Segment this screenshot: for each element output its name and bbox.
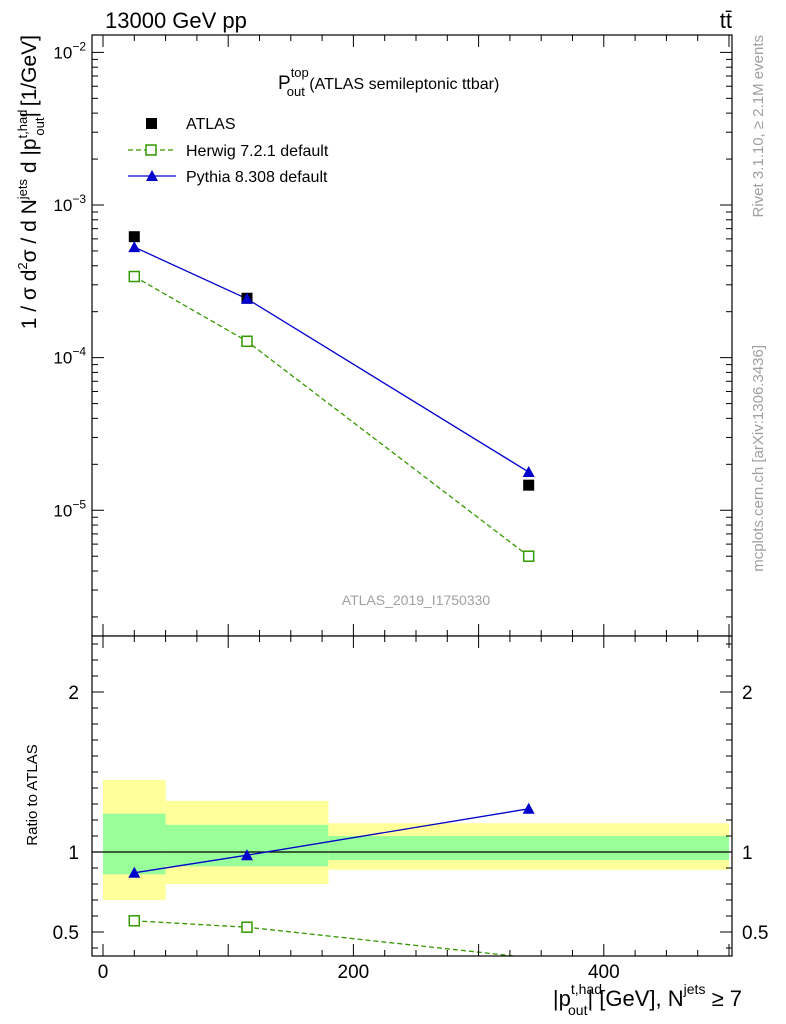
pythia-point [240, 292, 253, 304]
main-y-tick-label-exp: −4 [72, 345, 86, 359]
main-title-rest: (ATLAS semileptonic ttbar) [305, 76, 499, 93]
ratio-y-tick-label: 1 [68, 843, 79, 864]
main-title: Ptop out (ATLAS semileptonic ttbar) [278, 65, 499, 99]
main-y-tick-label-base: 10 [53, 196, 72, 215]
main-y-tick-label-base: 10 [53, 349, 72, 368]
main-y-tick-label-base: 10 [53, 501, 72, 520]
ratio-series-layer [128, 802, 535, 956]
main-title-base: P [278, 73, 291, 94]
ratio-pythia-point [128, 866, 141, 878]
ratio-y-tick-label-right: 2 [742, 683, 753, 704]
atlas-point [128, 231, 140, 243]
ratio-y-axis-label: Ratio to ATLAS [24, 744, 41, 845]
legend-atlas-label: ATLAS [186, 116, 236, 133]
ratio-series-clipped [128, 802, 535, 956]
main-y-tick-label-exp: −5 [72, 497, 86, 511]
main-y-tick-label: 10−4 [53, 345, 86, 368]
herwig-point [522, 550, 535, 562]
ratio-herwig-point [241, 921, 253, 933]
herwig-point [241, 335, 253, 348]
pythia-point [128, 241, 141, 253]
main-y-tick-label-base: 10 [53, 43, 72, 62]
main-plot-area [92, 35, 732, 636]
main-y-tick-label: 10−5 [53, 497, 86, 520]
ratio-y-tick-label-right: 1 [742, 843, 753, 864]
legend: ATLAS Herwig 7.2.1 default Pythia 8.308 … [128, 116, 329, 186]
pythia-point [522, 466, 535, 478]
ratio-y-tick-label: 2 [68, 683, 79, 704]
herwig-point [128, 270, 141, 283]
ratio-plot-background [92, 636, 732, 956]
ratio-x-axis-label: |pt,had out| [GeV], Njets ≥ 7 [553, 981, 742, 1018]
ratio-inner-band [328, 836, 729, 860]
atlas-point [523, 479, 535, 491]
ratio-inner-band [103, 813, 166, 875]
legend-atlas-marker [146, 118, 157, 129]
ratio-herwig-point [128, 915, 141, 927]
main-y-tick-label: 10−3 [53, 192, 86, 215]
process-label: tt̄ [720, 8, 732, 33]
main-y-tick-label-exp: −2 [72, 39, 86, 53]
legend-pythia-marker [146, 170, 158, 181]
ratio-frame [91, 635, 733, 957]
ratio-pythia-point [522, 802, 535, 814]
main-title-sub: out [287, 84, 305, 99]
ratio-y-tick-label: 0.5 [53, 923, 79, 944]
mcplots-label: mcplots.cern.ch [arXiv:1306.3436] [750, 345, 767, 572]
legend-pythia-label: Pythia 8.308 default [186, 169, 328, 186]
main-y-tick-label: 10−2 [53, 39, 86, 62]
ratio-x-tick-label: 0 [98, 962, 109, 983]
ratio-y-tick-label-right: 0.5 [742, 923, 768, 944]
analysis-watermark: ATLAS_2019_I1750330 [342, 592, 491, 608]
ratio-x-tick-label: 400 [588, 962, 620, 983]
main-y-axis-label: 1 / σ d2σ / d Njets d |pt,had out| [1/GeV… [15, 35, 47, 329]
ratio-x-tick-label: 200 [338, 962, 370, 983]
ratio-axes: 0.5 0.5 1 1 2 2 0 200 400 [53, 635, 768, 983]
legend-herwig-label: Herwig 7.2.1 default [186, 143, 329, 160]
main-series-layer [128, 231, 535, 562]
rivet-version-label: Rivet 3.1.10, ≥ 2.1M events [750, 35, 767, 218]
legend-herwig-marker [145, 144, 157, 156]
energy-label: 13000 GeV pp [105, 8, 247, 33]
main-plot-background [92, 35, 732, 636]
ratio-plot-area [92, 636, 732, 956]
main-y-tick-label-exp: −3 [72, 192, 86, 206]
ratio-pythia-point [240, 849, 253, 861]
main-title-sup: top [291, 65, 309, 80]
